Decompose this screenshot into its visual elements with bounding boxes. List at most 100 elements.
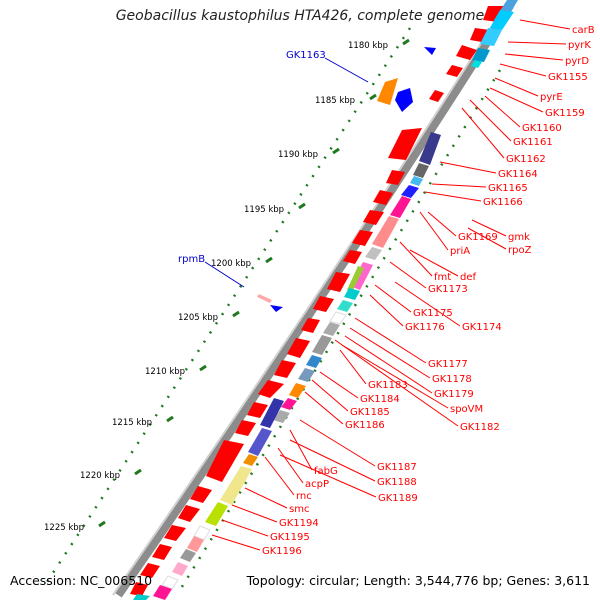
kbp-ticks — [98, 38, 410, 528]
tick-label: 1190 kbp — [278, 150, 318, 160]
tick-mark — [332, 147, 340, 155]
leader-line — [304, 391, 344, 425]
gene-label-fmt: fmt — [434, 272, 451, 283]
tick-label: 1205 kbp — [178, 313, 218, 323]
tick-label: 1195 kbp — [244, 205, 284, 215]
leader-line — [469, 99, 512, 142]
leader-line — [427, 211, 457, 237]
gene-label-GK1163: GK1163 — [286, 50, 326, 61]
gene-label-rpoZ: rpoZ — [508, 245, 532, 256]
gene-label-GK1162: GK1162 — [506, 154, 546, 165]
leader-line — [519, 19, 571, 30]
leader-line — [264, 456, 295, 496]
dotted-guides — [43, 27, 502, 591]
gene-label-gmk: gmk — [508, 232, 530, 243]
leader-line — [399, 241, 433, 277]
tick-label: 1225 kbp — [44, 523, 84, 533]
leader-line — [374, 284, 412, 313]
tick-label: 1215 kbp — [112, 418, 152, 428]
gene-label-rpmB: rpmB — [178, 254, 205, 265]
leader-line — [489, 87, 544, 113]
leader-line — [461, 107, 505, 159]
tick-mark — [232, 310, 240, 318]
leader-line — [319, 371, 359, 399]
tick-mark — [166, 415, 174, 423]
leader-line — [471, 219, 507, 237]
tick-mark — [369, 93, 377, 101]
gene-label-GK1185: GK1185 — [350, 407, 390, 418]
tick-label: 1220 kbp — [80, 471, 120, 481]
gene-label-GK1169: GK1169 — [458, 232, 498, 243]
tick-mark — [199, 364, 207, 372]
genome-summary-text: Topology: circular; Length: 3,544,776 bp… — [246, 573, 590, 588]
tick-label: 1200 kbp — [211, 259, 251, 269]
gene-label-GK1160: GK1160 — [522, 123, 562, 134]
leader-line — [334, 339, 459, 427]
tick-mark — [298, 202, 306, 210]
leader-line — [439, 161, 497, 174]
leader-line — [211, 534, 261, 551]
genome-backbone — [112, 2, 514, 598]
gene-label-GK1178: GK1178 — [432, 374, 472, 385]
leader-line — [389, 261, 427, 289]
gene-label-def: def — [460, 272, 477, 283]
tick-label: 1180 kbp — [348, 41, 388, 51]
leader-line — [349, 327, 431, 379]
gene-label-priA: priA — [450, 246, 470, 257]
gene-label-GK1187: GK1187 — [377, 462, 417, 473]
leader-line — [484, 95, 521, 128]
accession-text: Accession: NC_006510 — [10, 573, 153, 588]
gene-label-GK1179: GK1179 — [434, 389, 474, 400]
right-gene-labels: carB pyrK pyrD GK1155 pyrE GK1159 GK1160 GK1161… — [262, 25, 595, 557]
gene-label-GK1161: GK1161 — [513, 137, 553, 148]
leader-line — [499, 63, 547, 77]
leader-line — [354, 317, 427, 364]
reverse-strand-genes — [257, 47, 436, 312]
gene-label-GK1164: GK1164 — [498, 169, 538, 180]
gene-label-GK1186: GK1186 — [345, 420, 385, 431]
leader-line — [431, 183, 487, 188]
gene-label-GK1182: GK1182 — [460, 422, 500, 433]
gene-label-GK1173: GK1173 — [428, 284, 468, 295]
gene-label-GK1174: GK1174 — [462, 322, 502, 333]
leader-line — [339, 349, 367, 385]
tick-mark — [98, 520, 106, 528]
leader-line — [277, 447, 304, 484]
leader-line — [467, 227, 507, 250]
left-leader-lines — [204, 57, 369, 288]
gene-label-GK1196: GK1196 — [262, 546, 302, 557]
gene-label-GK1155: GK1155 — [548, 72, 588, 83]
gene-label-GK1189: GK1189 — [378, 493, 418, 504]
leader-line — [369, 294, 404, 327]
leader-line — [394, 281, 461, 327]
gene-label-acpP: acpP — [305, 479, 329, 490]
tick-mark — [265, 256, 273, 264]
gene-label-pyrK: pyrK — [568, 40, 591, 51]
leader-line — [244, 487, 288, 509]
left-gene-labels: GK1163 rpmB — [178, 50, 326, 265]
gene-label-carB: carB — [572, 25, 595, 36]
gene-label-GK1159: GK1159 — [545, 108, 585, 119]
forward-strand-genes — [130, 6, 506, 596]
gene-label-GK1188: GK1188 — [377, 477, 417, 488]
tick-mark — [134, 468, 142, 476]
gene-label-GK1177: GK1177 — [428, 359, 468, 370]
tick-mark — [402, 38, 410, 46]
tick-label: 1210 kbp — [145, 367, 185, 377]
feature-blocks — [133, 0, 518, 600]
gene-label-spoVM: spoVM — [450, 404, 483, 415]
gene-label-GK1195: GK1195 — [270, 532, 310, 543]
leader-line — [494, 77, 539, 97]
leader-line — [419, 211, 449, 251]
leader-line — [424, 191, 482, 202]
gene-label-pyrE: pyrE — [540, 92, 563, 103]
gene-label-pyrD: pyrD — [565, 56, 589, 67]
leader-line — [311, 379, 349, 412]
leader-line — [221, 519, 269, 537]
leader-line — [299, 419, 376, 467]
leader-line — [231, 504, 278, 523]
map-title: Geobacillus kaustophilus HTA426, complet… — [115, 8, 485, 24]
leader-line — [279, 454, 377, 498]
leader-line — [409, 249, 459, 277]
